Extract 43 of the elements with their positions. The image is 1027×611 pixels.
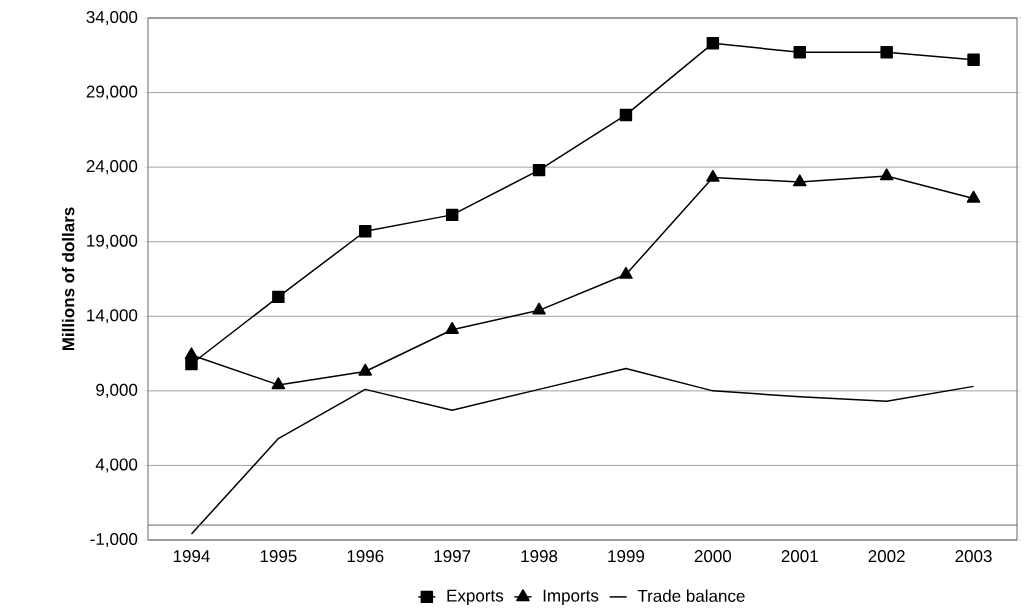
point — [706, 37, 720, 50]
point — [619, 266, 633, 279]
point — [967, 53, 980, 66]
x-tick-label: 1995 — [260, 550, 297, 563]
point — [619, 108, 633, 122]
x-tick-label: 2003 — [955, 550, 992, 563]
x-tick-label: 1994 — [173, 550, 210, 563]
y-tick-label: 24,000 — [86, 160, 138, 175]
point — [445, 208, 459, 222]
y-tick-label: 34,000 — [86, 10, 138, 26]
x-tick-label: 1998 — [521, 550, 558, 563]
x-tick-label: 1996 — [347, 550, 384, 563]
point — [271, 377, 286, 390]
y-tick-label: 19,000 — [87, 234, 138, 249]
y-tick-label: 29,000 — [86, 85, 138, 100]
point — [792, 174, 807, 187]
point — [793, 46, 806, 59]
legend-label: Imports — [543, 589, 599, 605]
x-tick-label: 2001 — [781, 550, 818, 563]
x-tick-label: 2002 — [868, 550, 905, 563]
line-series — [190, 367, 975, 535]
point — [706, 169, 720, 182]
y-tick-label: 9,000 — [96, 383, 138, 398]
x-tick-label: 1997 — [434, 550, 471, 563]
point — [272, 290, 285, 304]
y-tick-label: 14,000 — [87, 309, 138, 324]
point — [358, 363, 373, 376]
point — [879, 168, 894, 181]
point — [184, 347, 199, 360]
point — [359, 225, 372, 238]
point — [880, 46, 893, 59]
legend-label: Trade balance — [637, 589, 745, 602]
x-tick-label: 1999 — [608, 550, 645, 563]
point — [966, 190, 981, 203]
point — [185, 357, 198, 371]
point — [532, 302, 546, 315]
y-axis-title: Millions of dollars — [61, 207, 75, 351]
y-tick-label: 4,000 — [95, 458, 138, 473]
point — [445, 321, 459, 334]
point — [532, 163, 546, 177]
x-tick-label: 2000 — [694, 550, 732, 563]
y-tick-label: -1,000 — [90, 532, 138, 548]
legend-label: Exports — [447, 589, 504, 605]
